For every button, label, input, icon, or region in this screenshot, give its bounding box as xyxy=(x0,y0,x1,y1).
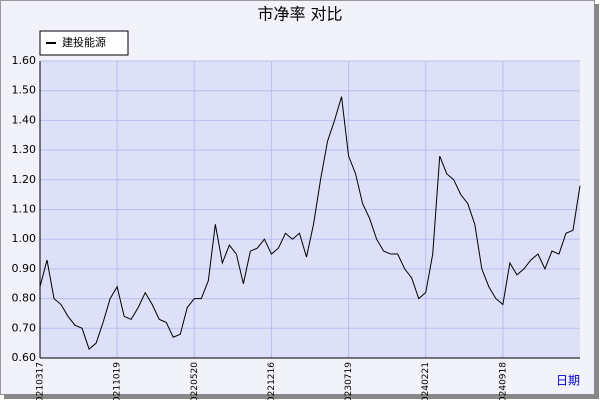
y-tick-label: 1.00 xyxy=(12,232,37,245)
x-tick-label: 20211019 xyxy=(113,362,123,400)
y-tick-label: 0.80 xyxy=(12,292,37,305)
y-tick-label: 1.60 xyxy=(12,54,37,67)
y-tick-label: 1.10 xyxy=(12,203,37,216)
y-tick-label: 1.20 xyxy=(12,173,37,186)
x-tick-label: 20230719 xyxy=(344,362,354,400)
legend-label: 建投能源 xyxy=(62,35,106,49)
y-tick-label: 1.50 xyxy=(12,84,37,97)
x-tick-label: 20210317 xyxy=(36,362,46,400)
x-tick-label: 20240221 xyxy=(421,362,431,400)
x-axis-label: 日期 xyxy=(556,374,580,388)
x-tick-label: 20240918 xyxy=(498,362,508,400)
chart-title: 市净率 对比 xyxy=(257,5,342,24)
y-tick-label: 1.40 xyxy=(12,113,37,126)
y-tick-label: 1.30 xyxy=(12,143,37,156)
x-tick-label: 20221216 xyxy=(267,362,277,400)
shadow xyxy=(594,4,599,399)
x-tick-label: 20220520 xyxy=(190,362,200,400)
y-tick-label: 0.70 xyxy=(12,321,37,334)
y-tick-label: 0.90 xyxy=(12,262,37,275)
line-series xyxy=(39,96,581,350)
shadow xyxy=(4,394,598,399)
y-tick-label: 0.60 xyxy=(12,351,37,364)
